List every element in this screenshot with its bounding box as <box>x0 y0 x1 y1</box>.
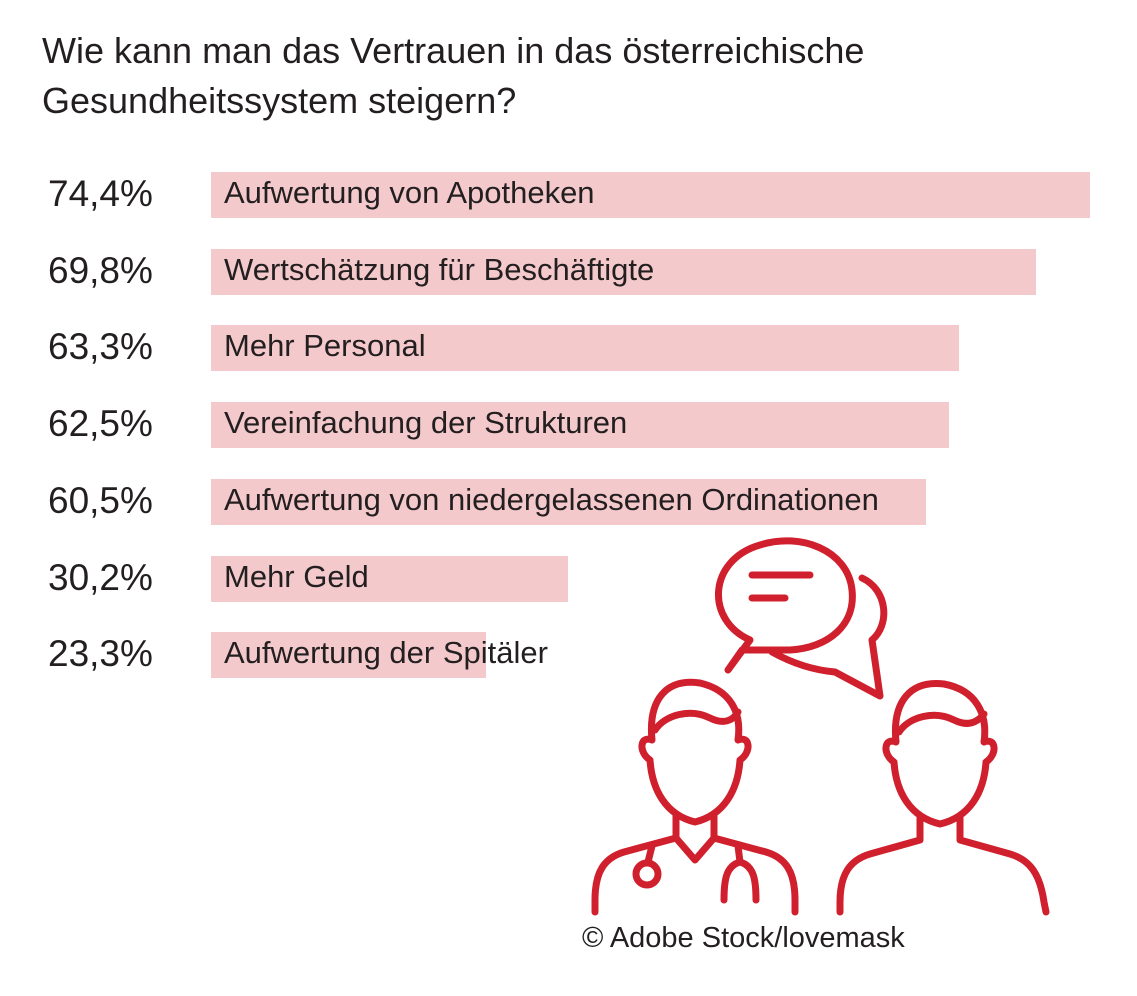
category-label: Vereinfachung der Strukturen <box>224 405 628 441</box>
patient-icon <box>836 680 1050 916</box>
category-label: Aufwertung der Spitäler <box>224 635 548 671</box>
value-label: 63,3% <box>48 326 153 368</box>
category-label: Mehr Geld <box>224 558 369 594</box>
category-label: Wertschätzung für Beschäftigte <box>224 251 655 287</box>
speech-bubbles-icon <box>714 537 888 700</box>
category-label: Mehr Personal <box>224 328 426 364</box>
value-label: 69,8% <box>48 249 153 291</box>
bar <box>211 402 950 449</box>
bar <box>211 248 1036 295</box>
category-label: Aufwertung von niedergelassenen Ordinati… <box>224 481 879 517</box>
bar <box>211 555 568 602</box>
value-label: 62,5% <box>48 403 153 445</box>
value-label: 30,2% <box>48 556 153 598</box>
doctor-icon <box>591 678 799 916</box>
category-label: Aufwertung von Apotheken <box>224 175 595 210</box>
bar <box>211 325 959 372</box>
bar <box>211 632 487 679</box>
value-label: 60,5% <box>48 479 153 521</box>
value-label: 74,4% <box>48 173 153 214</box>
value-label: 23,3% <box>48 633 153 675</box>
bar <box>211 172 1090 218</box>
chart-title: Wie kann man das Vertrauen in das österr… <box>42 30 865 121</box>
image-credit: © Adobe Stock/lovemask <box>582 922 905 954</box>
illustration <box>591 537 1050 916</box>
bar <box>211 478 926 525</box>
